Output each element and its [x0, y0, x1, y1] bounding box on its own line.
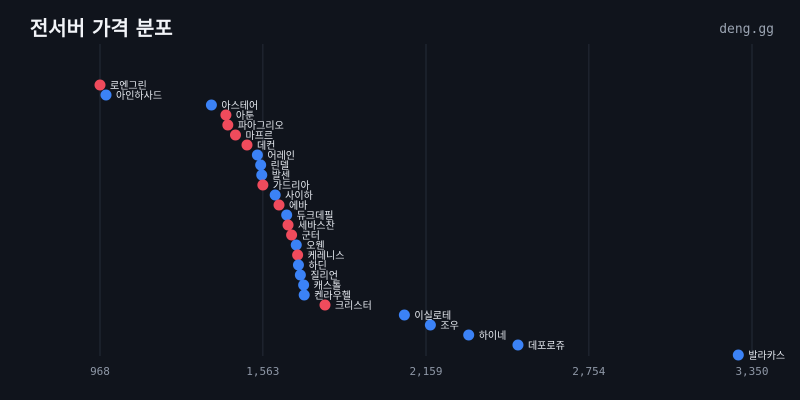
data-label: 이실로테 [414, 310, 451, 322]
data-label: 아스테어 [221, 100, 258, 112]
data-point[interactable] [282, 219, 294, 231]
data-point[interactable] [241, 139, 253, 151]
data-points [94, 79, 744, 361]
x-axis-ticks: 968 1,563 2,159 2,754 3,350 [90, 365, 769, 378]
data-label: 켄라우헬 [314, 290, 351, 302]
data-label: 크리스터 [335, 300, 372, 312]
data-point[interactable] [251, 149, 263, 161]
data-label: 발센 [272, 170, 290, 182]
chart-title: 전서버 가격 분포 [30, 16, 173, 40]
data-label: 하딘 [308, 259, 326, 272]
data-label: 하이네 [479, 329, 507, 342]
x-tick-label: 3,350 [735, 365, 768, 378]
data-label: 파아그리오 [238, 120, 284, 132]
data-label: 군터 [302, 230, 320, 242]
data-point[interactable] [273, 199, 285, 211]
data-point[interactable] [286, 229, 298, 241]
data-label: 세바스찬 [298, 220, 335, 232]
data-label: 로엔그린 [110, 80, 147, 92]
data-point[interactable] [512, 339, 524, 351]
data-point[interactable] [269, 189, 281, 201]
data-label: 조우 [440, 320, 458, 332]
data-point[interactable] [100, 89, 112, 101]
data-point[interactable] [298, 279, 310, 291]
data-point[interactable] [292, 259, 304, 271]
data-label: 가드리아 [273, 180, 310, 192]
x-tick-label: 2,754 [572, 365, 605, 378]
data-point[interactable] [257, 179, 269, 191]
data-point[interactable] [292, 249, 304, 261]
data-label: 캐스톨 [314, 280, 342, 292]
data-point[interactable] [205, 99, 217, 111]
data-point[interactable] [298, 289, 310, 301]
data-label: 린델 [271, 160, 289, 172]
data-label: 에바 [289, 200, 307, 212]
data-label: 아툰 [236, 110, 254, 122]
data-point[interactable] [294, 269, 306, 281]
data-point[interactable] [398, 309, 410, 321]
data-point[interactable] [290, 239, 302, 251]
data-label: 데포로쥬 [528, 340, 565, 352]
data-label: 아인하사드 [116, 89, 162, 102]
data-label: 오웬 [306, 239, 324, 252]
data-label: 데컨 [257, 140, 275, 152]
data-label: 마프르 [245, 130, 273, 142]
data-point[interactable] [281, 209, 293, 221]
data-label: 어레인 [267, 150, 295, 162]
data-label: 듀크데필 [297, 210, 334, 222]
data-point[interactable] [319, 299, 331, 311]
data-point[interactable] [732, 349, 744, 361]
data-label: 사이하 [285, 189, 313, 202]
data-labels: 로엔그린아인하사드아스테어아툰파아그리오마프르데컨어레인린델발센가드리아사이하에… [110, 80, 785, 362]
data-point[interactable] [424, 319, 436, 331]
data-label: 발라카스 [748, 350, 785, 362]
data-point[interactable] [229, 129, 241, 141]
x-tick-label: 968 [90, 365, 110, 378]
data-label: 케레니스 [308, 250, 345, 262]
data-point[interactable] [255, 159, 267, 171]
data-point[interactable] [222, 119, 234, 131]
data-point[interactable] [256, 169, 268, 181]
x-tick-label: 2,159 [409, 365, 442, 378]
grid-lines [99, 44, 753, 356]
data-point[interactable] [94, 79, 106, 91]
data-label: 질리언 [310, 270, 338, 282]
data-point[interactable] [220, 109, 232, 121]
data-point[interactable] [463, 329, 475, 341]
brand-label: deng.gg [719, 22, 774, 37]
x-tick-label: 1,563 [246, 365, 279, 378]
